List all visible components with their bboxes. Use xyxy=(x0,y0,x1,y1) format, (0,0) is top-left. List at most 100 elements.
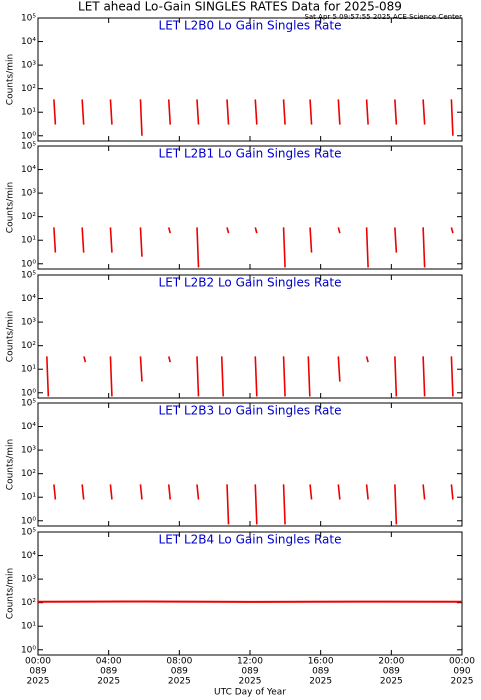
spike xyxy=(167,99,172,125)
y-tick-label: 10³ xyxy=(21,189,36,199)
y-tick-label: 10¹ xyxy=(21,493,36,503)
spike xyxy=(337,227,341,234)
x-tick-day: 089 xyxy=(312,667,329,677)
spike xyxy=(196,356,200,397)
y-tick-label: 10¹ xyxy=(21,108,36,118)
y-tick-label: 10⁵ xyxy=(21,528,36,538)
spike xyxy=(450,227,454,234)
spike xyxy=(450,484,454,500)
y-tick-label: 10⁵ xyxy=(21,271,36,281)
x-tick-label: 12:00 xyxy=(237,657,263,667)
y-tick-label: 10⁴ xyxy=(21,551,36,561)
spike xyxy=(422,99,426,125)
y-tick-label: 10² xyxy=(21,598,36,608)
y-tick-label: 10⁴ xyxy=(21,422,36,432)
y-axis-label: Counts/min xyxy=(6,311,16,362)
spike xyxy=(81,484,85,500)
y-tick-label: 10⁰ xyxy=(21,388,36,398)
x-tick-day: 089 xyxy=(241,667,258,677)
spike xyxy=(282,484,286,525)
spike xyxy=(81,99,85,125)
spike xyxy=(365,484,369,500)
spike xyxy=(282,356,286,397)
x-tick-label: 08:00 xyxy=(166,657,192,667)
spike xyxy=(337,484,341,500)
x-tick-day: 089 xyxy=(171,667,188,677)
spike xyxy=(109,484,113,500)
y-tick-label: 10² xyxy=(21,212,36,222)
x-tick-label: 16:00 xyxy=(308,657,334,667)
x-axis-label: UTC Day of Year xyxy=(214,688,286,698)
spike xyxy=(422,227,426,268)
y-axis-label: Counts/min xyxy=(6,54,16,105)
x-tick-year: 2025 xyxy=(309,677,332,687)
y-tick-label: 10² xyxy=(21,469,36,479)
y-axis-label: Counts/min xyxy=(6,439,16,490)
x-tick-day: 090 xyxy=(453,667,470,677)
spike xyxy=(365,99,369,125)
spike xyxy=(196,484,200,500)
x-tick-year: 2025 xyxy=(451,677,474,687)
y-tick-label: 10³ xyxy=(21,575,36,585)
spike xyxy=(394,227,398,253)
plot-frame xyxy=(37,274,463,399)
y-axis-label: Counts/min xyxy=(6,182,16,233)
y-tick-label: 10⁵ xyxy=(21,142,36,152)
spike xyxy=(337,99,341,125)
spike xyxy=(139,484,143,500)
spike xyxy=(196,227,200,268)
spike xyxy=(167,484,172,500)
spike xyxy=(53,484,57,500)
spike xyxy=(53,99,57,125)
y-tick-label: 10⁰ xyxy=(21,259,36,269)
y-tick-label: 10² xyxy=(21,341,36,351)
x-tick-year: 2025 xyxy=(168,677,191,687)
x-tick-year: 2025 xyxy=(27,677,50,687)
spike xyxy=(365,356,369,363)
spike xyxy=(46,356,50,397)
spike xyxy=(422,484,426,500)
spike xyxy=(83,356,87,363)
spike xyxy=(282,99,286,125)
y-tick-label: 10⁴ xyxy=(21,294,36,304)
spike xyxy=(220,356,225,397)
y-tick-label: 10⁴ xyxy=(21,165,36,175)
spike xyxy=(109,227,113,253)
panel-title: LET L2B4 Lo Gain Singles Rate xyxy=(159,533,342,547)
x-tick-year: 2025 xyxy=(97,677,120,687)
spike xyxy=(337,356,341,382)
y-tick-label: 10⁵ xyxy=(21,399,36,409)
y-axis-label: Counts/min xyxy=(6,568,16,619)
spike xyxy=(53,227,57,253)
panel-title: LET L2B3 Lo Gain Singles Rate xyxy=(159,404,342,418)
x-tick-day: 089 xyxy=(29,667,46,677)
y-tick-label: 10³ xyxy=(21,446,36,456)
plot-frame xyxy=(37,402,463,527)
timestamp: Sat Apr 5 09:57:55 2025 ACE Science Cent… xyxy=(304,13,462,21)
spike xyxy=(196,99,200,125)
spike xyxy=(365,227,369,268)
panel-title: LET L2B2 Lo Gain Singles Rate xyxy=(159,276,342,290)
y-tick-label: 10² xyxy=(21,84,36,94)
spike xyxy=(450,356,454,397)
y-tick-label: 10⁰ xyxy=(21,516,36,526)
y-tick-label: 10⁰ xyxy=(21,131,36,141)
y-tick-label: 10⁴ xyxy=(21,37,36,47)
x-tick-day: 089 xyxy=(100,667,117,677)
x-tick-year: 2025 xyxy=(239,677,262,687)
spike xyxy=(226,227,230,234)
y-tick-label: 10³ xyxy=(21,318,36,328)
chart-title: LET ahead Lo-Gain SINGLES RATES Data for… xyxy=(78,0,402,14)
plot-frame xyxy=(37,145,463,270)
spike xyxy=(254,227,258,234)
spike xyxy=(309,227,313,253)
x-tick-label: 04:00 xyxy=(96,657,122,667)
spike xyxy=(450,99,454,136)
spike xyxy=(307,356,311,397)
y-tick-label: 10¹ xyxy=(21,236,36,246)
spike xyxy=(139,99,143,136)
spike xyxy=(81,227,85,253)
spike xyxy=(139,227,143,257)
